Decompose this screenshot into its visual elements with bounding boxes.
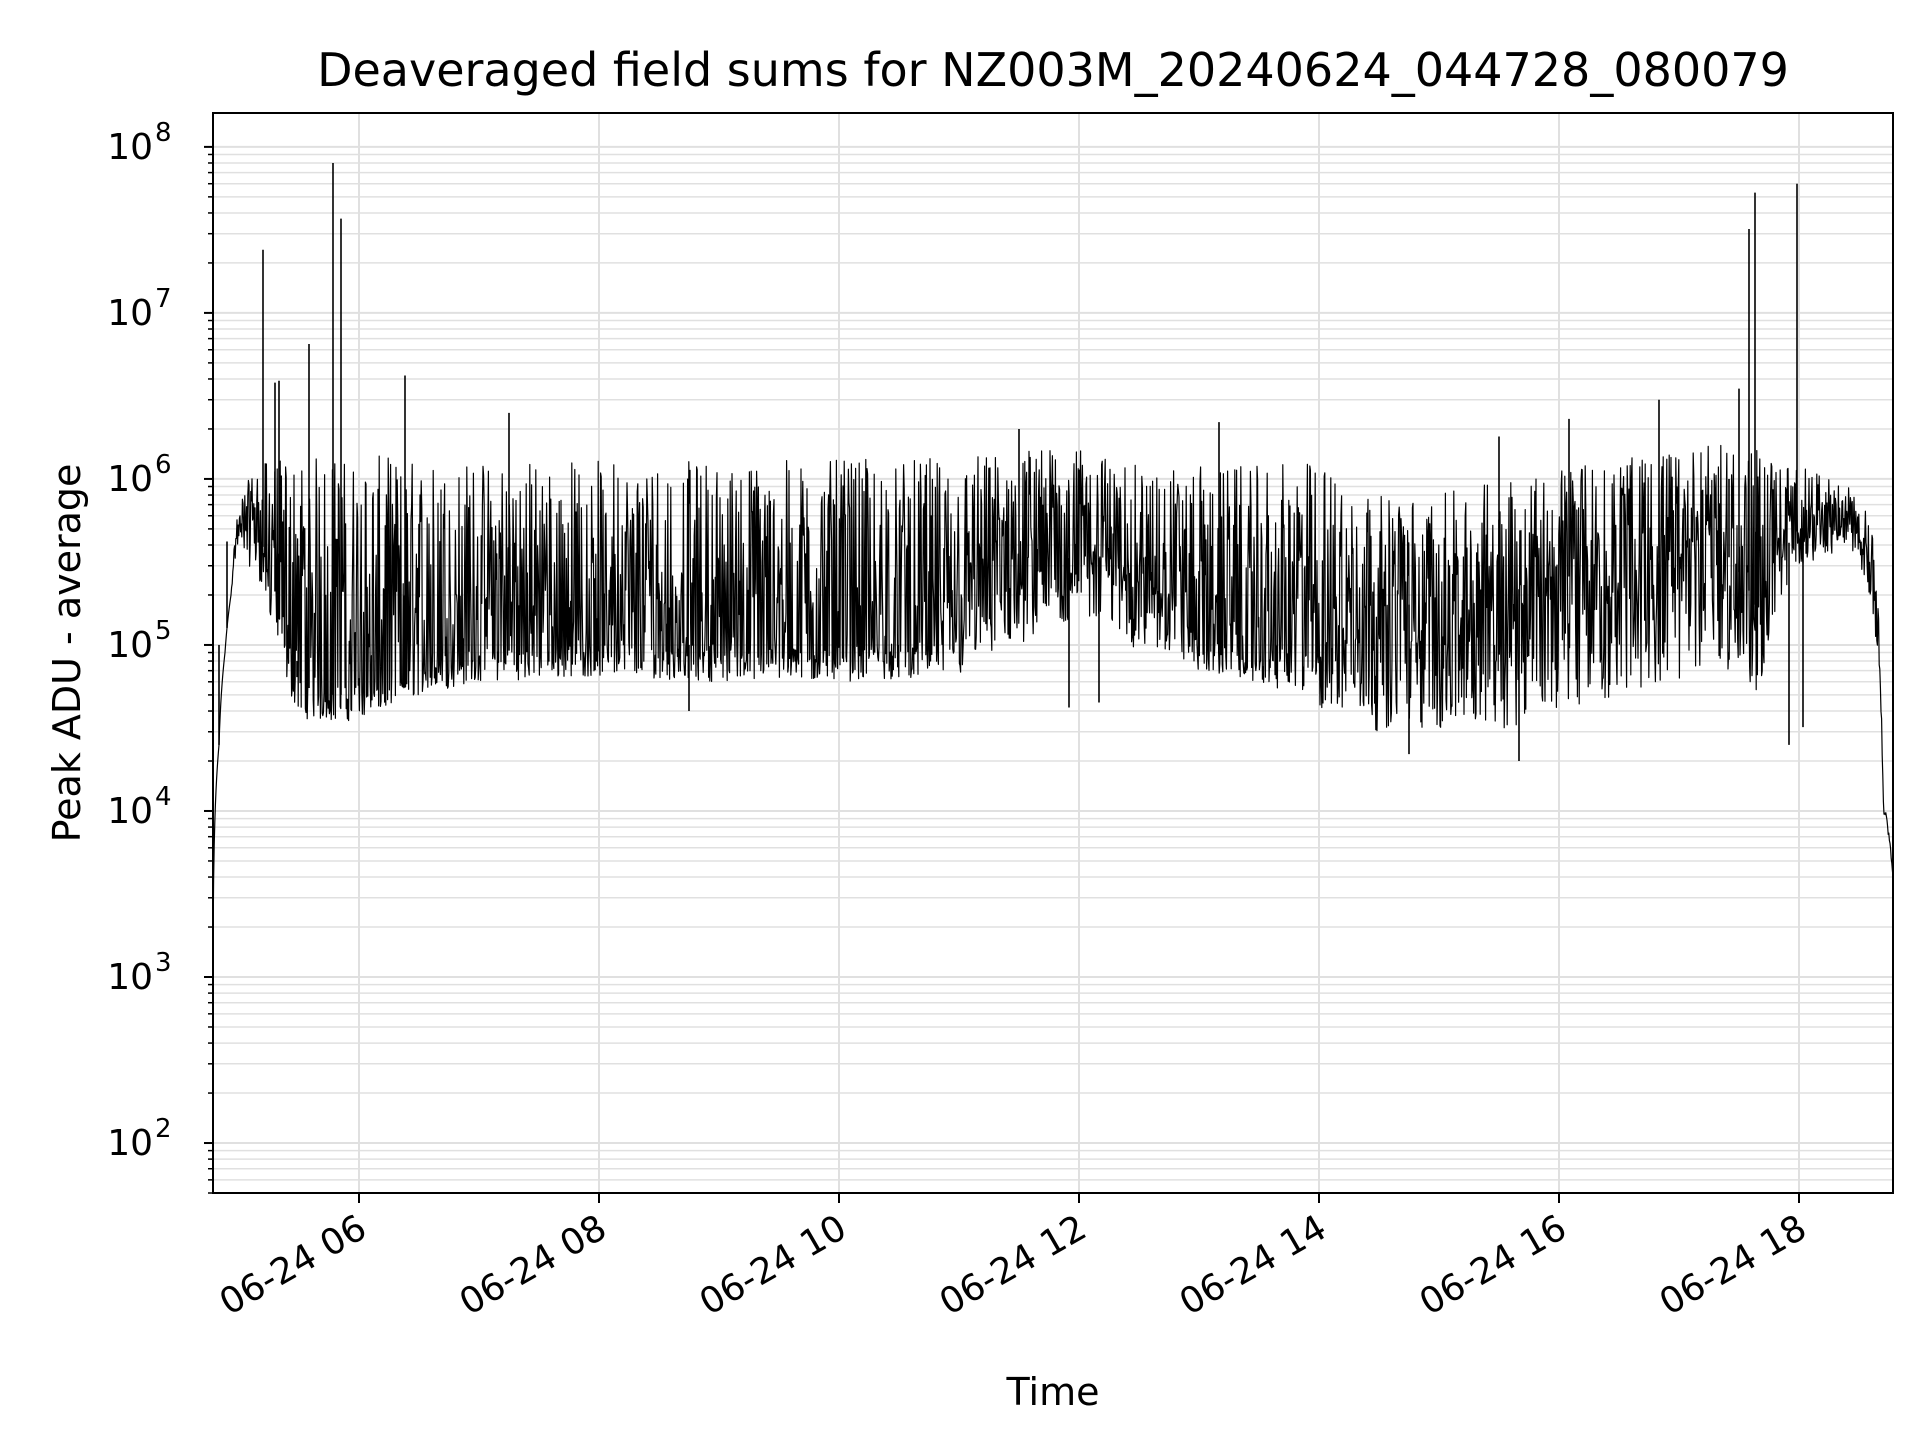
chart-title: Deaveraged field sums for NZ003M_2024062…	[317, 43, 1789, 97]
y-tick-label: 10	[107, 459, 153, 500]
y-tick-label: 10	[107, 957, 153, 998]
y-tick-exponent: 7	[155, 284, 172, 314]
y-tick-label: 10	[107, 1123, 153, 1164]
y-tick-label: 10	[107, 791, 153, 832]
y-tick-exponent: 3	[155, 948, 172, 978]
y-tick-exponent: 5	[155, 616, 172, 646]
y-tick-exponent: 4	[155, 782, 172, 812]
series-line	[212, 444, 1894, 948]
x-axis-label: Time	[1006, 1370, 1100, 1414]
y-tick-label: 10	[107, 293, 153, 334]
y-tick-label: 10	[107, 625, 153, 666]
grid	[213, 113, 1893, 1194]
y-tick-label: 10	[107, 127, 153, 168]
y-tick-exponent: 6	[155, 450, 172, 480]
y-tick-exponent: 2	[155, 1114, 172, 1144]
y-tick-exponent: 8	[155, 118, 172, 148]
y-axis-label: Peak ADU - average	[45, 464, 89, 843]
series-layer	[212, 162, 1894, 948]
